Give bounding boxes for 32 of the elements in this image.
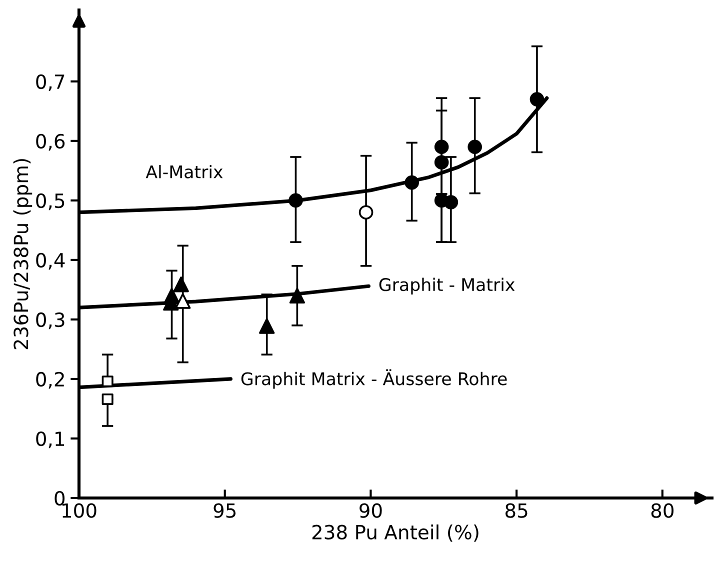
point <box>434 155 449 170</box>
y-tick-label: 0,3 <box>36 312 64 330</box>
y-axis-title: 236Pu/238Pu (ppm) <box>13 159 32 350</box>
series-label: Graphit Matrix - Äussere Rohre <box>241 369 507 389</box>
point <box>175 293 191 309</box>
point <box>288 193 303 208</box>
x-tick-label: 85 <box>506 503 528 518</box>
point <box>434 140 449 154</box>
series-label: Graphit - Matrix <box>379 278 515 295</box>
point <box>289 288 306 304</box>
point <box>468 140 482 154</box>
y-tick-label: 0,1 <box>36 431 64 448</box>
y-tick-label: 0,4 <box>36 252 65 270</box>
series-label: Al-Matrix <box>146 164 223 178</box>
y-tick-label: 0 <box>54 490 65 506</box>
x-tick-label: 95 <box>214 503 236 518</box>
x-tick-label: 100 <box>62 503 96 518</box>
point <box>102 376 114 388</box>
y-tick-label: 0,2 <box>36 372 64 389</box>
x-axis-title: 238 Pu Anteil (%) <box>312 524 478 542</box>
point <box>102 393 114 405</box>
point <box>259 318 275 334</box>
y-tick-label: 0,7 <box>36 74 64 92</box>
y-tick-label: 0,6 <box>36 134 65 151</box>
point <box>173 276 189 292</box>
point <box>444 195 458 210</box>
point <box>404 175 419 190</box>
x-tick-label: 80 <box>651 503 674 518</box>
point <box>530 92 544 106</box>
x-tick-label: 90 <box>360 503 382 518</box>
y-tick-label: 0,5 <box>36 193 64 210</box>
point <box>358 205 374 220</box>
